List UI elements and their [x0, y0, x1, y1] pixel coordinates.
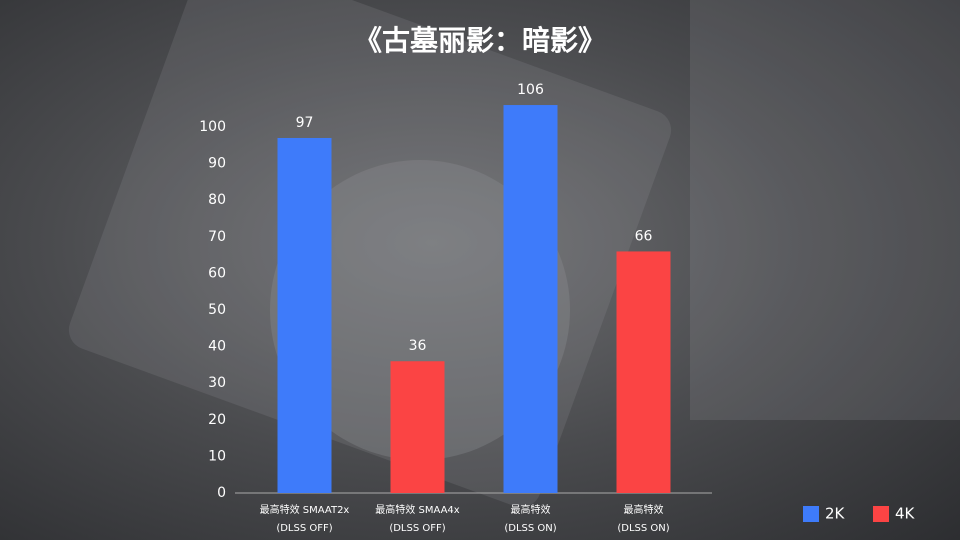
value-label: 66 [635, 228, 653, 244]
value-label: 106 [517, 82, 544, 98]
bar [503, 105, 558, 493]
y-tick-label: 60 [208, 265, 226, 281]
bar [390, 361, 445, 493]
x-tick-label: (DLSS OFF) [389, 523, 445, 534]
y-tick-label: 80 [208, 192, 226, 208]
legend-label: 2K [825, 505, 846, 523]
x-tick-label: 最高特效 [511, 503, 551, 516]
x-tick-label: (DLSS OFF) [276, 523, 332, 534]
x-tick-label: 最高特效 [624, 503, 664, 516]
y-tick-label: 70 [208, 229, 226, 245]
y-tick-label: 30 [208, 375, 226, 391]
background-board [690, 0, 960, 420]
x-tick-label: (DLSS ON) [504, 523, 556, 534]
y-tick-label: 100 [199, 119, 226, 135]
y-tick-label: 50 [208, 302, 226, 318]
chart-title: 《古墓丽影：暗影》 [354, 24, 606, 57]
legend-swatch [873, 506, 889, 522]
x-tick-label: 最高特效 SMAAT2x [260, 503, 350, 516]
value-label: 36 [409, 338, 427, 354]
y-tick-label: 20 [208, 412, 226, 428]
value-label: 97 [296, 115, 314, 131]
legend-swatch [803, 506, 819, 522]
y-tick-label: 0 [217, 485, 226, 501]
legend-label: 4K [895, 505, 916, 523]
background-fan [270, 160, 570, 460]
y-tick-label: 40 [208, 339, 226, 355]
x-tick-label: 最高特效 SMAA4x [375, 503, 459, 516]
x-tick-label: (DLSS ON) [617, 523, 669, 534]
bar [277, 137, 332, 494]
y-tick-label: 90 [208, 156, 226, 172]
y-tick-label: 10 [208, 448, 226, 464]
bar [616, 251, 671, 493]
